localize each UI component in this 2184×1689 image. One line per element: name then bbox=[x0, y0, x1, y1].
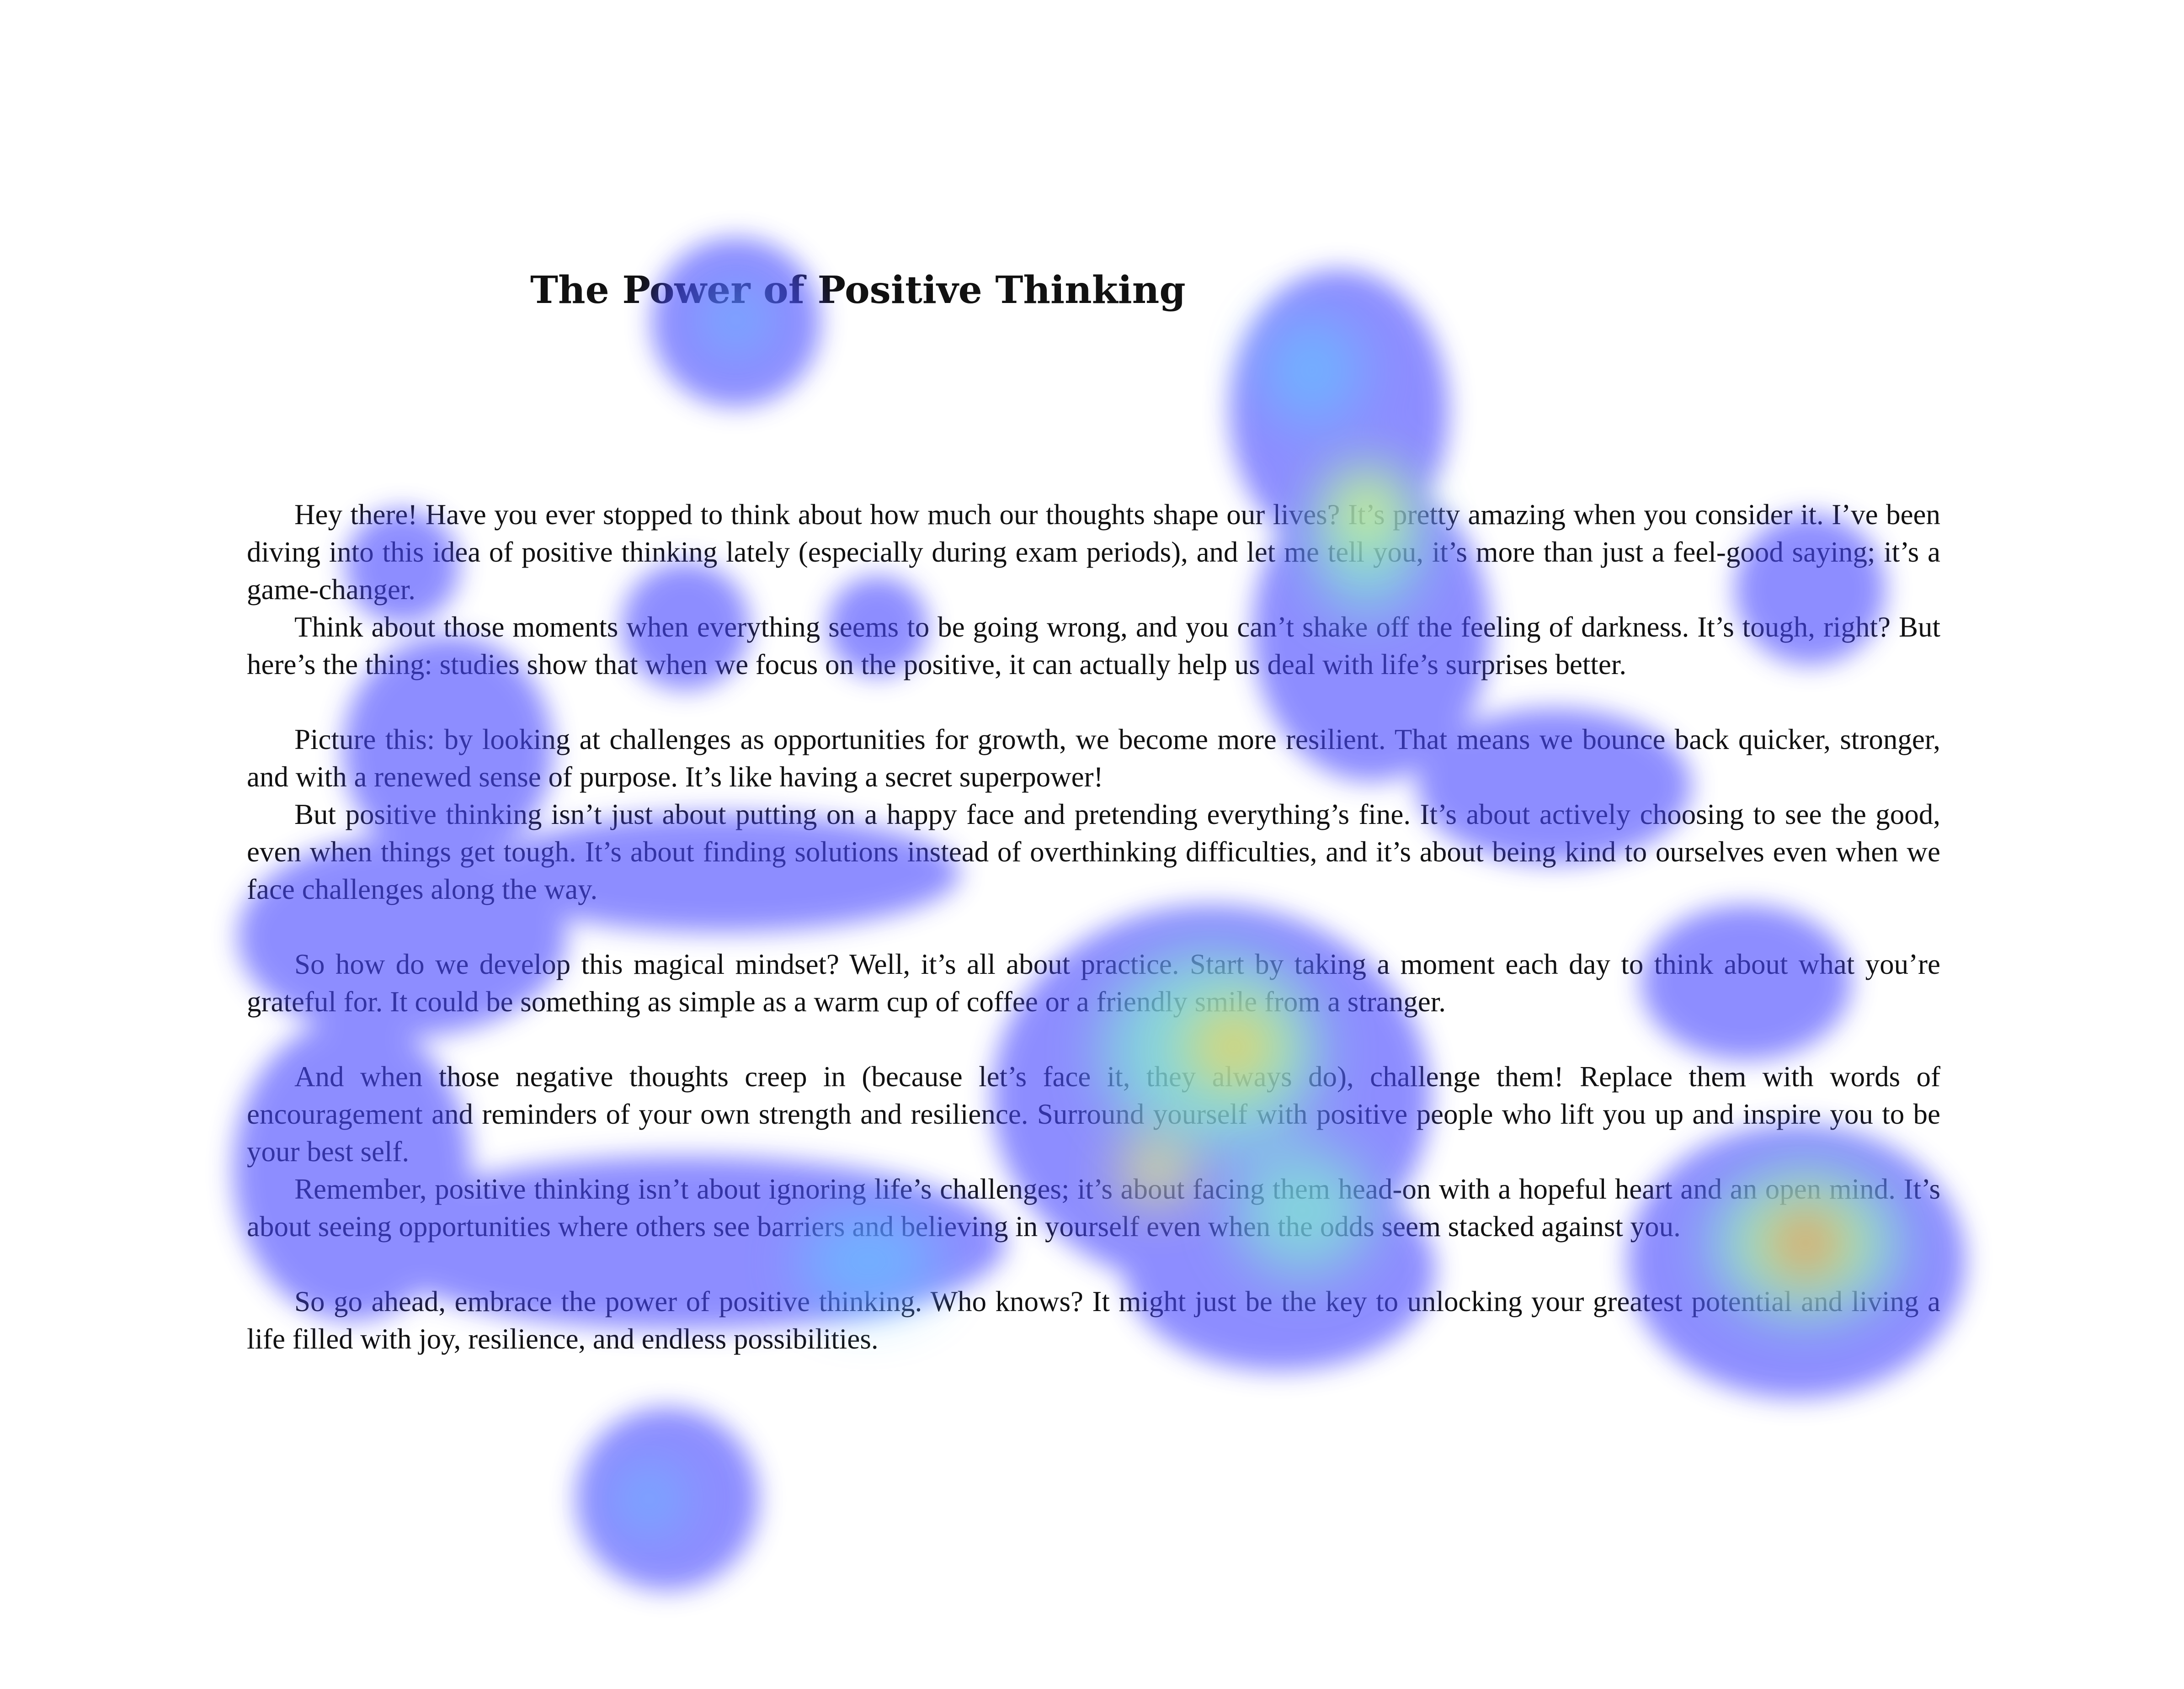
paragraph-3: Picture this: by looking at challenges a… bbox=[247, 723, 1940, 793]
paragraph-5: So how do we develop this magical mindse… bbox=[247, 948, 1940, 1018]
heat-core-bottom bbox=[617, 1467, 681, 1531]
document-body: Hey there! Have you ever stopped to thin… bbox=[247, 496, 1940, 1358]
paragraph-4: But positive thinking isn’t just about p… bbox=[247, 798, 1940, 905]
paragraph-8: So go ahead, embrace the power of positi… bbox=[247, 1285, 1940, 1355]
heat-blob-bottom bbox=[576, 1408, 759, 1590]
paragraph-7: Remember, positive thinking isn’t about … bbox=[247, 1173, 1940, 1243]
heat-core-upper-right bbox=[1262, 315, 1362, 425]
heat-blob-title bbox=[651, 238, 820, 407]
document-title: The Power of Positive Thinking bbox=[530, 268, 1186, 312]
paragraph-2: Think about those moments when everythin… bbox=[247, 611, 1940, 680]
paragraph-6: And when those negative thoughts creep i… bbox=[247, 1061, 1940, 1168]
paragraph-1: Hey there! Have you ever stopped to thin… bbox=[247, 499, 1940, 605]
